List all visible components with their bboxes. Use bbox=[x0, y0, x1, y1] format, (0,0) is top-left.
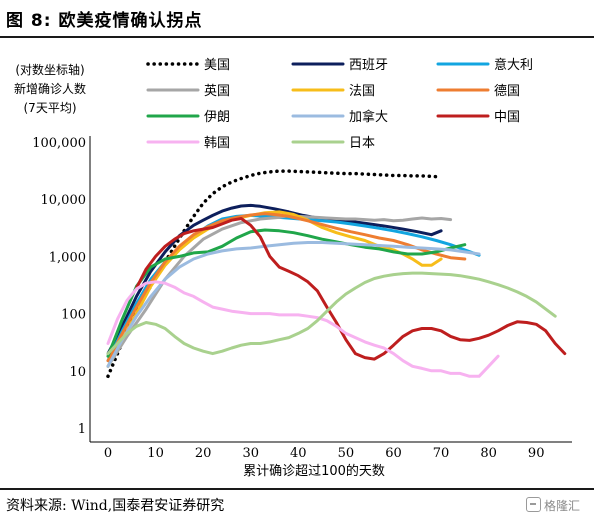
x-tick-label: 30 bbox=[242, 446, 259, 461]
y-axis-label-line: (对数坐标轴) bbox=[15, 62, 84, 77]
y-tick-label: 100,000 bbox=[32, 136, 86, 151]
y-axis-label-line: (7天平均) bbox=[24, 101, 77, 115]
x-tick-label: 0 bbox=[104, 446, 112, 461]
x-tick-label: 20 bbox=[195, 446, 212, 461]
series-line-韩国 bbox=[106, 280, 500, 378]
series-line-英国 bbox=[106, 213, 453, 368]
y-tick-label: 1 bbox=[78, 422, 86, 437]
watermark-logo: 格隆汇 bbox=[525, 497, 580, 514]
y-tick-label: 100 bbox=[61, 308, 86, 323]
series-line-美国 bbox=[106, 169, 443, 379]
x-tick-label: 90 bbox=[528, 446, 545, 461]
legend-label: 中国 bbox=[494, 110, 520, 125]
legend-label: 加拿大 bbox=[349, 109, 388, 125]
covid-daily-cases-chart: (对数坐标轴)新增确诊人数(7天平均)1101001,00010,000100,… bbox=[14, 57, 572, 479]
series-line-意大利 bbox=[106, 213, 481, 363]
x-tick-label: 10 bbox=[147, 446, 164, 461]
legend-label: 韩国 bbox=[204, 136, 230, 151]
x-axis-label: 累计确诊超过100的天数 bbox=[243, 463, 385, 479]
legend-label: 意大利 bbox=[494, 57, 533, 73]
x-tick-label: 60 bbox=[385, 446, 402, 461]
y-tick-label: 1,000 bbox=[49, 250, 86, 265]
series-line-日本 bbox=[106, 271, 557, 356]
series-line-加拿大 bbox=[106, 241, 481, 368]
series-line-伊朗 bbox=[106, 228, 467, 358]
watermark-text: 格隆汇 bbox=[543, 499, 580, 513]
source-note: 资料来源: Wind,国泰君安证券研究 bbox=[6, 498, 225, 514]
series-line-中国 bbox=[135, 217, 567, 361]
x-tick-label: 40 bbox=[290, 446, 307, 461]
legend-label: 西班牙 bbox=[349, 58, 388, 73]
bottom-rule bbox=[0, 488, 594, 490]
series-line-西班牙 bbox=[106, 203, 443, 356]
x-tick-label: 70 bbox=[433, 446, 450, 461]
y-axis-label-line: 新增确诊人数 bbox=[14, 81, 86, 96]
y-tick-label: 10 bbox=[69, 365, 86, 380]
top-rule bbox=[0, 36, 594, 38]
logo-icon bbox=[525, 497, 541, 512]
legend-label: 日本 bbox=[349, 136, 375, 151]
y-tick-label: 10,000 bbox=[41, 193, 87, 208]
legend-label: 伊朗 bbox=[204, 110, 230, 125]
legend-label: 法国 bbox=[349, 84, 375, 99]
legend-label: 德国 bbox=[494, 84, 520, 99]
figure-title: 图 8: 欧美疫情确认拐点 bbox=[6, 11, 203, 31]
legend-label: 美国 bbox=[204, 58, 230, 73]
x-tick-label: 80 bbox=[480, 446, 497, 461]
legend-label: 英国 bbox=[204, 84, 230, 99]
x-tick-label: 50 bbox=[338, 446, 355, 461]
